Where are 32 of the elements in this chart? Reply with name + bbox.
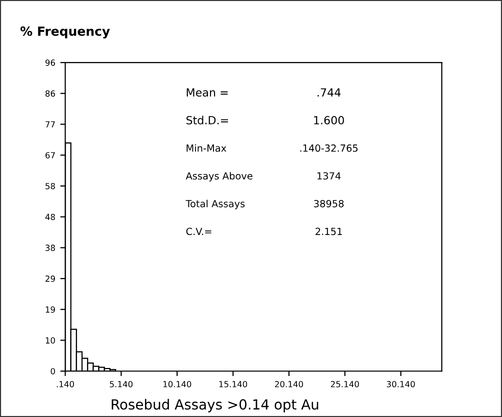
annotation: Assays Above (186, 172, 252, 182)
x-axis-title: Rosebud Assays >0.14 opt Au (112, 398, 318, 412)
annotation: .140-32.765 (300, 144, 358, 152)
y-tick-label: 10 (46, 337, 55, 344)
y-tick-label: 67 (46, 152, 55, 158)
annotation: C.V.= (186, 228, 212, 236)
annotation: 38958 (314, 200, 344, 208)
x-tick-label: .140 (56, 381, 74, 388)
y-tick-label: 77 (46, 121, 55, 128)
y-tick-label: 19 (46, 306, 55, 313)
x-tick-label: 20.140 (275, 381, 303, 388)
annotation: Total Assays (186, 200, 245, 210)
y-tick-label: 0 (50, 368, 55, 374)
annotation: .744 (318, 88, 341, 96)
y-tick-label: 86 (46, 90, 56, 97)
x-tick-label: 30.140 (386, 381, 415, 388)
x-tick-label: 5.140 (110, 381, 133, 388)
annotation: Std.D.= (186, 116, 228, 124)
y-tick-label: 58 (46, 182, 55, 190)
y-tick-label: 29 (46, 276, 55, 282)
annotation: Mean = (186, 88, 228, 97)
annotation: Min-Max (186, 144, 226, 152)
x-tick-label: 25.140 (330, 381, 359, 388)
y-tick-label: 96 (45, 60, 56, 66)
annotation: 1374 (318, 172, 341, 180)
x-tick-label: 10.140 (163, 381, 192, 388)
annotation: 2.151 (316, 228, 342, 236)
annotation: 1.600 (314, 116, 344, 124)
y-tick-label: 38 (46, 244, 55, 251)
y-tick-label: 48 (45, 214, 55, 220)
x-tick-label: 15.140 (219, 381, 248, 388)
chart-title: % Frequency (20, 26, 110, 38)
